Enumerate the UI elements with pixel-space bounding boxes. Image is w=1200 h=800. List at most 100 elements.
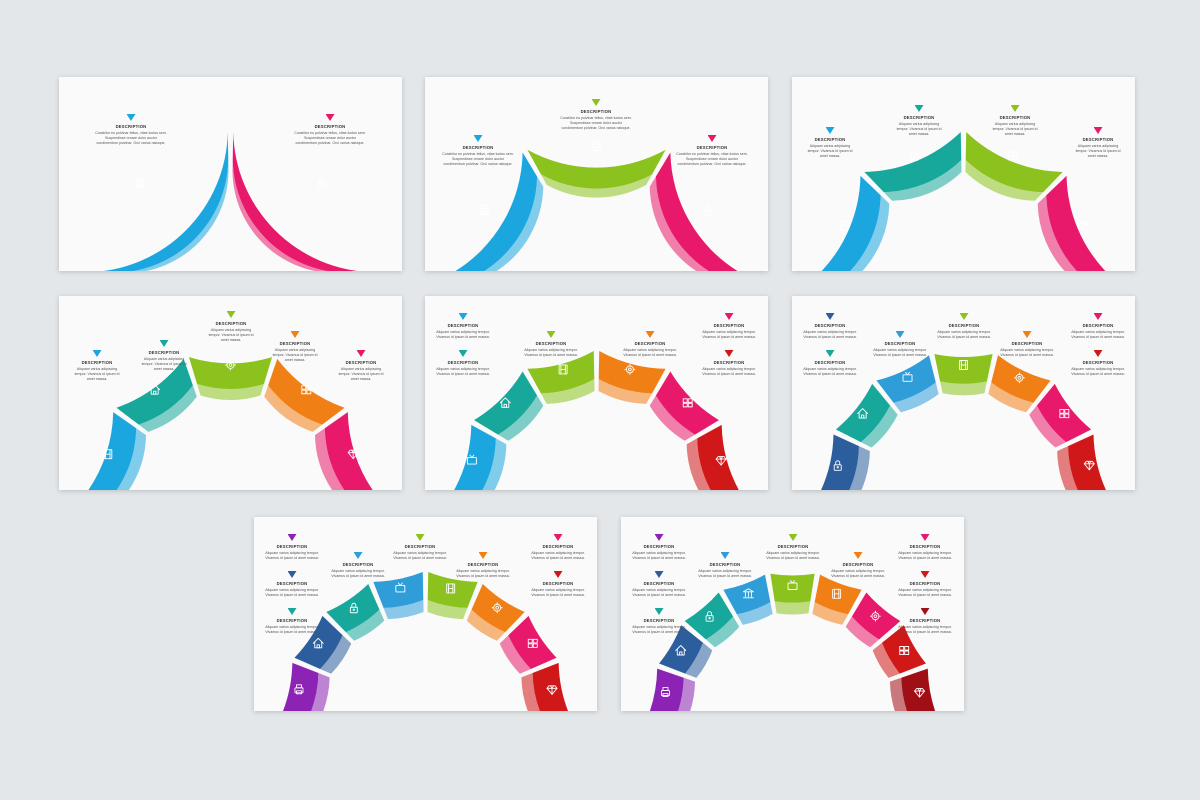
description-text: Aliquam varius adipiscing tempor. Vivamus… [506, 588, 597, 597]
ring-segment-3 [326, 583, 385, 641]
triangle-marker-icon [591, 99, 601, 106]
description-item: DESCRIPTION Aliquam varius adipiscing tem… [306, 552, 410, 579]
description-text: Curabitur eu pulvinar tellus, vitae luct… [426, 152, 530, 166]
description-line: Vivamus id ipsum id amet massa. [702, 335, 756, 340]
infographic-slide-7[interactable]: DESCRIPTION Aliquam varius adipiscing tem… [254, 517, 597, 711]
triangle-marker-icon [473, 135, 483, 142]
triangle-marker-icon [914, 105, 924, 112]
ring-segment-1 [821, 434, 870, 490]
description-line: Vivamus id ipsum id amet massa. [331, 574, 385, 579]
description-title: DESCRIPTION [81, 360, 113, 365]
description-item: DESCRIPTION Aliquam varius adipiscing tem… [598, 331, 702, 358]
description-text: Aliquam varius adipiscing tempor. Vivamus… [792, 330, 882, 339]
description-line: tempor. Vivamus id ipsum id [272, 353, 318, 358]
description-line: Aliquam varius adipiscing tempor. [531, 551, 585, 556]
description-line: Aliquam varius adipiscing tempor. [702, 367, 756, 372]
windows-icon [527, 638, 538, 648]
description-item: DESCRIPTION Curabitur eu pulvinar tellus,… [426, 135, 530, 166]
windows-icon [301, 385, 312, 395]
triangle-marker-icon [353, 552, 363, 559]
description-title: DESCRIPTION [276, 544, 308, 549]
description-title: DESCRIPTION [542, 581, 574, 586]
triangle-marker-icon [645, 331, 655, 338]
description-line: amet massa. [908, 131, 930, 136]
triangle-marker-icon [478, 552, 488, 559]
ring-segment-8 [521, 662, 569, 711]
description-line: Vivamus id ipsum id amet massa. [803, 335, 857, 340]
description-item: DESCRIPTION Aliquam varius adipiscing tem… [368, 534, 472, 561]
description-text: Aliquam varius adipiscing tempor. Vivamus… [792, 144, 882, 158]
description-title: DESCRIPTION [948, 323, 980, 328]
description-line: Aliquam varius adipiscing tempor. [1071, 367, 1125, 372]
semicircle-diagram [821, 132, 1106, 271]
infographic-slide-2[interactable]: DESCRIPTION Curabitur eu pulvinar tellus,… [425, 77, 768, 271]
description-item: DESCRIPTION Aliquam varius adipiscing tem… [792, 350, 882, 377]
ring-segment-4 [723, 574, 773, 625]
description-title: DESCRIPTION [462, 145, 494, 150]
infographic-slide-5[interactable]: DESCRIPTION Aliquam varius adipiscing tem… [425, 296, 768, 490]
description-item: DESCRIPTION Aliquam varius adipiscing tem… [431, 552, 535, 579]
description-line: tempor. Vivamus id ipsum id [338, 372, 384, 377]
infographic-slide-3[interactable]: DESCRIPTION Aliquam varius adipiscing temp… [792, 77, 1135, 271]
description-line: Aliquam varius adipiscing tempor. [803, 330, 857, 335]
description-line: Vivamus id ipsum id amet massa. [898, 630, 952, 635]
description-line: condimentum pulvinar. Orci varius natoqu… [677, 161, 747, 166]
film-icon [832, 588, 842, 599]
description-text: Aliquam varius adipiscing tempor. Vivamus… [59, 367, 149, 381]
description-item: DESCRIPTION Aliquam varius adipiscing tem… [254, 534, 344, 561]
ring-segment-1 [282, 662, 330, 711]
lock-icon [349, 602, 358, 614]
description-line: amet massa. [1087, 153, 1109, 158]
windows-icon [682, 398, 693, 408]
description-line: Suspendisse ornare dolor auctor [452, 157, 504, 162]
description-line: Aliquam varius adipiscing [210, 328, 252, 333]
description-line: Aliquam varius adipiscing tempor. [803, 367, 857, 372]
description-line: Vivamus id ipsum id amet massa. [524, 353, 578, 358]
description-line: Aliquam varius adipiscing tempor. [632, 625, 686, 630]
triangle-marker-icon [458, 350, 468, 357]
description-line: Aliquam varius adipiscing [994, 122, 1036, 127]
gear-icon [225, 359, 236, 371]
description-line: Aliquam varius adipiscing tempor. [898, 588, 952, 593]
ring-segment-2 [527, 140, 666, 198]
description-item: DESCRIPTION Aliquam varius adipiscing tem… [254, 608, 344, 635]
description-line: amet massa. [284, 357, 306, 362]
triangle-marker-icon [825, 127, 835, 134]
ring-segment-3 [188, 357, 273, 400]
description-line: Aliquam varius adipiscing [898, 122, 940, 127]
diamond-icon [1083, 460, 1095, 471]
description-line: Vivamus id ipsum id amet massa. [766, 556, 820, 561]
infographic-slide-4[interactable]: DESCRIPTION Aliquam varius adipiscing temp… [59, 296, 402, 490]
description-title: DESCRIPTION [447, 360, 479, 365]
description-line: Vivamus id ipsum id amet massa. [393, 556, 447, 561]
description-text: Curabitur eu pulvinar tellus, vitae luct… [278, 131, 382, 145]
infographic-slide-8[interactable]: DESCRIPTION Aliquam varius adipiscing tem… [621, 517, 964, 711]
description-text: Aliquam varius adipiscing tempor. Vivamus… [621, 588, 711, 597]
triangle-marker-icon [226, 311, 236, 318]
description-line: Vivamus id ipsum id amet massa. [898, 556, 952, 561]
description-title: DESCRIPTION [696, 145, 728, 150]
triangle-marker-icon [724, 313, 734, 320]
printer-icon [134, 178, 144, 189]
description-line: tempor. Vivamus id ipsum id [208, 333, 254, 338]
ring-segment-1 [103, 132, 229, 271]
infographic-slide-1[interactable]: DESCRIPTION Curabitur eu pulvinar tellus,… [59, 77, 402, 271]
triangle-marker-icon [415, 534, 425, 541]
description-line: amet massa. [819, 153, 841, 158]
description-line: Aliquam varius adipiscing tempor. [265, 588, 319, 593]
description-text: Aliquam varius adipiscing tempor. Vivamus… [425, 330, 515, 339]
description-text: Aliquam varius adipiscing tempor. Vivamus… [873, 625, 964, 634]
description-line: condimentum pulvinar. Orci varius natoqu… [443, 161, 513, 166]
ring-segment-3 [965, 132, 1063, 201]
description-text: Aliquam varius adipiscing tempor. Vivamus… [179, 328, 283, 342]
triangle-marker-icon [654, 571, 664, 578]
description-line: Vivamus id ipsum id amet massa. [436, 372, 490, 377]
description-line: amet massa. [153, 366, 175, 371]
tv-icon [466, 454, 477, 465]
description-item: DESCRIPTION Aliquam varius adipiscing tem… [1046, 313, 1135, 340]
triangle-marker-icon [920, 608, 930, 615]
description-line: Aliquam varius adipiscing tempor. [766, 551, 820, 556]
description-item: DESCRIPTION Aliquam varius adipiscing tem… [873, 534, 964, 561]
infographic-slide-6[interactable]: DESCRIPTION Aliquam varius adipiscing tem… [792, 296, 1135, 490]
